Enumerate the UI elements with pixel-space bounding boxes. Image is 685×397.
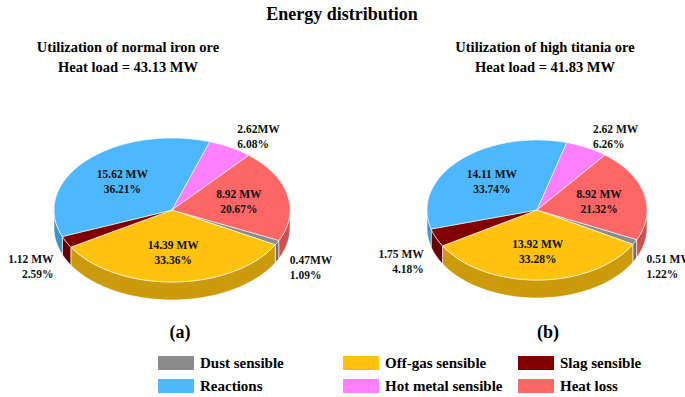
percent-label: 4.18% (392, 263, 424, 275)
percent-label: 33.28% (519, 253, 556, 265)
legend-label: Slag sensible (560, 355, 642, 371)
percent-label: 36.21% (104, 183, 141, 195)
percent-label: 21.32% (580, 203, 617, 215)
mw-label: 15.62 MW (97, 168, 149, 180)
legend: Dust sensible Off-gas sensible Slag sensib… (158, 355, 642, 394)
legend-label: Hot metal sensible (385, 378, 503, 394)
chart-subtitle: Heat load = 41.83 MW (475, 59, 615, 75)
legend-label: Reactions (200, 378, 263, 394)
legend-swatch (518, 356, 554, 370)
mw-label: 14.11 MW (467, 168, 518, 180)
percent-label: 20.67% (220, 203, 257, 215)
slice-top (537, 155, 647, 240)
legend-swatch (343, 379, 379, 393)
legend-swatch (158, 379, 194, 393)
mw-label: 1.75 MW (378, 248, 424, 260)
mw-label: 14.39 MW (148, 239, 200, 251)
main-title: Energy distribution (266, 4, 418, 24)
chart-subtitle: Heat load = 43.13 MW (58, 59, 198, 75)
pie-chart: Utilization of high titania ore Heat load… (378, 39, 685, 343)
mw-label: 0.47MW (290, 254, 333, 266)
percent-label: 1.09% (290, 269, 322, 281)
legend-swatch (158, 356, 194, 370)
chart-title: Utilization of high titania ore (455, 39, 635, 55)
mw-label: 2.62MW (237, 123, 280, 135)
mw-label: 1.12 MW (8, 253, 54, 265)
percent-label: 6.08% (237, 138, 269, 150)
mw-label: 2.62 MW (593, 123, 639, 135)
mw-label: 8.92 MW (576, 188, 622, 200)
mw-label: 0.51 MW (647, 253, 685, 265)
legend-swatch (343, 356, 379, 370)
data-labels: 0.51 MW 1.22% 13.92 MW 33.28% 1.75 MW 4.18% 14… (378, 123, 685, 279)
legend-label: Heat loss (560, 378, 618, 394)
percent-label: 33.36% (155, 254, 192, 266)
mw-label: 13.92 MW (512, 238, 564, 250)
panel-label: (a) (170, 322, 191, 343)
legend-label: Off-gas sensible (385, 355, 487, 371)
percent-label: 1.22% (647, 268, 679, 280)
figure: Energy distribution Utilization of normal… (0, 0, 685, 397)
legend-swatch (518, 379, 554, 393)
data-labels: 0.47MW 1.09% 14.39 MW 33.36% 1.12 MW 2.59% 15.… (8, 123, 333, 280)
chart-title: Utilization of normal iron ore (37, 39, 220, 55)
pie-chart: Utilization of normal iron ore Heat load … (8, 39, 641, 394)
legend-label: Dust sensible (200, 355, 284, 371)
percent-label: 6.26% (593, 138, 625, 150)
percent-label: 2.59% (22, 268, 54, 280)
slice-top (427, 140, 567, 229)
panel-label: (b) (537, 322, 559, 343)
percent-label: 33.74% (473, 183, 510, 195)
slices: Dust sensibleOff-gas sensibleSlag sensib… (427, 140, 647, 298)
mw-label: 8.92 MW (216, 188, 262, 200)
slice-top (172, 155, 290, 240)
slices: Dust sensibleOff-gas sensibleSlag sensib… (54, 138, 290, 300)
